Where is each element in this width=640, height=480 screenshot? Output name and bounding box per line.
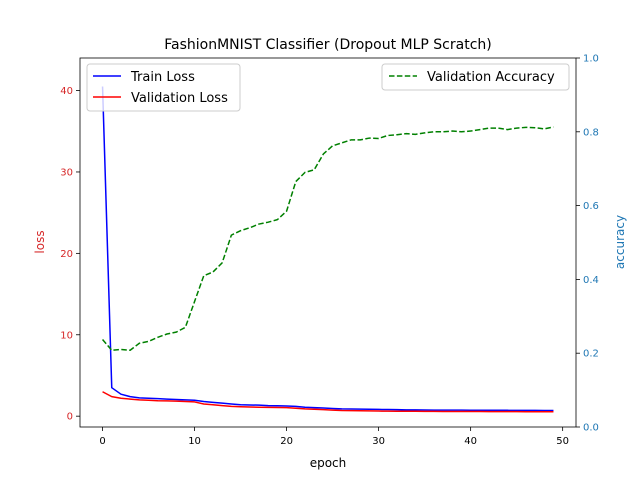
series-layer [101,86,554,413]
legend-val-loss-label: Validation Loss [131,91,228,106]
x-tick-label: 10 [188,436,201,447]
train-loss-line [101,86,554,412]
left-tick-label: 10 [60,330,73,341]
plot-area [79,57,577,428]
legend-right-frame [381,63,570,91]
axes-frame [79,57,577,428]
legend-left-frame [86,63,241,112]
x-axis-label: epoch [310,456,347,470]
legend-train-loss-label: Train Loss [130,70,195,85]
x-tick-label: 0 [99,436,105,447]
legend-left: Train Loss Validation Loss [86,63,241,112]
axes-background [80,58,576,427]
right-tick-label: 0.6 [583,201,599,212]
legend-right: Validation Accuracy [381,63,570,91]
x-tick-label: 40 [464,436,477,447]
x-tick-label: 50 [556,436,569,447]
left-tick-label: 20 [60,249,73,260]
left-tick-label: 0 [67,412,73,423]
x-tick-label: 20 [280,436,293,447]
val-acc-line [101,126,554,351]
right-tick-label: 0.8 [583,127,599,138]
right-axis: 0.0 0.2 0.4 0.6 0.8 1.0 [576,54,599,434]
left-axis-label: loss [33,230,47,253]
right-axis-label: accuracy [613,215,627,269]
x-axis: 0 10 20 30 40 50 [99,427,569,447]
right-tick-label: 0.0 [583,423,599,434]
val-loss-line [102,391,554,413]
right-tick-label: 0.4 [583,275,599,286]
right-tick-label: 1.0 [583,54,599,65]
chart-title: FashionMNIST Classifier (Dropout MLP Scr… [164,37,492,53]
left-axis: 0 10 20 30 40 [60,86,80,423]
right-tick-label: 0.2 [583,349,599,360]
left-tick-label: 30 [60,167,73,178]
legend-val-acc-label: Validation Accuracy [427,70,555,85]
left-tick-label: 40 [60,86,73,97]
x-tick-label: 30 [372,436,385,447]
